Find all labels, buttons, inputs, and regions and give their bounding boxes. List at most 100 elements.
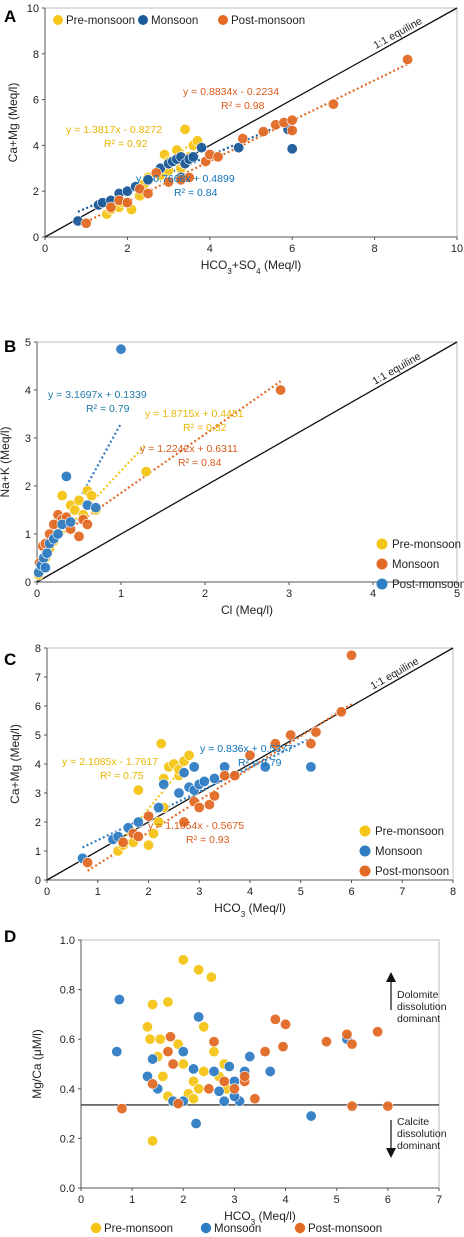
y-tick-label: 6 bbox=[35, 701, 41, 713]
data-point bbox=[285, 729, 297, 741]
x-tick-label: 2 bbox=[180, 1194, 186, 1206]
data-point bbox=[208, 772, 220, 784]
regression-equation: y = 0.8834x - 0.2234 bbox=[183, 86, 279, 98]
annotation-upper: Dolomite bbox=[397, 989, 439, 1001]
regression-equation: y = 0.7668x + 0.4899 bbox=[136, 173, 235, 185]
legend-marker bbox=[294, 1222, 306, 1234]
annotation-upper: dissolution bbox=[397, 1001, 447, 1013]
data-point bbox=[286, 125, 298, 137]
data-point bbox=[158, 778, 170, 790]
data-point bbox=[190, 1118, 202, 1130]
data-point bbox=[86, 490, 98, 502]
x-tick-label: 1 bbox=[95, 886, 101, 898]
data-point bbox=[310, 726, 322, 738]
y-tick-label: 1 bbox=[25, 529, 31, 541]
data-point bbox=[277, 1041, 289, 1053]
data-point bbox=[286, 143, 298, 155]
x-tick-label: 1 bbox=[129, 1194, 135, 1206]
x-tick-label: 4 bbox=[207, 243, 213, 255]
data-point bbox=[212, 151, 224, 163]
data-point bbox=[155, 738, 167, 750]
data-point bbox=[208, 1046, 220, 1058]
legend-marker bbox=[376, 538, 388, 550]
annotation-upper: dominant bbox=[397, 1013, 440, 1025]
y-axis-label: Na+K (Meq/l) bbox=[0, 426, 12, 497]
r-squared-label: R² = 0.92 bbox=[104, 138, 148, 150]
data-point bbox=[147, 1053, 159, 1065]
data-point bbox=[116, 1103, 128, 1115]
data-point bbox=[208, 790, 220, 802]
x-tick-label: 3 bbox=[286, 588, 292, 600]
data-point bbox=[193, 964, 205, 976]
x-tick-label: 0 bbox=[78, 1194, 84, 1206]
data-point bbox=[208, 1036, 220, 1048]
chart-panel-c: 0 1 2 3 4 5 6 7 8 0 1 2 3 4 5 6 7 8 HCO3 (Meq/l) Ca+Mg (Meq… bbox=[8, 643, 456, 919]
legend-label: Pre-monsoon bbox=[392, 539, 461, 551]
y-tick-label: 4 bbox=[35, 759, 41, 771]
panel-label-b: B bbox=[4, 337, 16, 356]
y-tick-label: 7 bbox=[35, 672, 41, 684]
data-point bbox=[132, 784, 144, 796]
data-point bbox=[257, 126, 269, 138]
equiline-label: 1:1 equiline bbox=[371, 15, 424, 52]
data-point bbox=[132, 816, 144, 828]
data-point bbox=[259, 761, 271, 773]
data-point bbox=[177, 1046, 189, 1058]
legend-label: Pre-monsoon bbox=[66, 15, 135, 27]
equiline-label: 1:1 equiline bbox=[370, 350, 423, 387]
data-point bbox=[305, 761, 317, 773]
y-tick-label: 10 bbox=[27, 3, 39, 15]
data-point bbox=[208, 1065, 220, 1077]
y-tick-label: 0 bbox=[33, 232, 39, 244]
data-point bbox=[162, 996, 174, 1008]
legend-label: Pre-monsoon bbox=[375, 826, 444, 838]
equiline bbox=[36, 341, 458, 583]
y-axis-label: Mg/Ca (μM/l) bbox=[30, 1029, 44, 1099]
x-tick-label: 0 bbox=[44, 886, 50, 898]
legend-label: Monsoon bbox=[392, 559, 439, 571]
data-point bbox=[382, 1100, 394, 1112]
legend-marker bbox=[53, 15, 63, 25]
y-tick-label: 5 bbox=[25, 337, 31, 349]
data-point bbox=[81, 518, 93, 530]
data-point bbox=[286, 114, 298, 126]
data-point bbox=[259, 1046, 271, 1058]
data-point bbox=[179, 123, 191, 135]
data-point bbox=[147, 1135, 159, 1147]
legend-marker bbox=[376, 578, 388, 590]
data-point bbox=[320, 1036, 332, 1048]
x-tick-label: 5 bbox=[334, 1194, 340, 1206]
data-point bbox=[193, 1083, 205, 1095]
x-axis-label: Cl (Meq/l) bbox=[221, 603, 273, 617]
data-point bbox=[142, 174, 154, 186]
data-point bbox=[41, 547, 53, 559]
data-point bbox=[239, 1070, 251, 1082]
data-point bbox=[205, 971, 217, 983]
r-squared-label: R² = 0.93 bbox=[186, 834, 230, 846]
y-tick-label: 6 bbox=[33, 95, 39, 107]
x-axis-label: HCO3 (Meq/l) bbox=[214, 901, 286, 919]
regression-equation: y = 3.1697x + 0.1339 bbox=[48, 389, 147, 401]
legend-label: Monsoon bbox=[151, 15, 198, 27]
regression-equation: y = 0.836x + 0.5377 bbox=[200, 743, 293, 755]
data-point bbox=[56, 490, 68, 502]
x-tick-label: 1 bbox=[118, 588, 124, 600]
x-tick-label: 0 bbox=[42, 243, 48, 255]
data-point bbox=[193, 801, 205, 813]
equiline-label: 1:1 equiline bbox=[368, 655, 421, 692]
data-point bbox=[140, 466, 152, 478]
data-point bbox=[167, 1058, 179, 1070]
y-axis-label: Ca+Mg (Meq/l) bbox=[8, 724, 22, 804]
data-point bbox=[121, 197, 133, 209]
data-point bbox=[183, 171, 195, 183]
y-tick-label: 2 bbox=[25, 481, 31, 493]
x-tick-label: 4 bbox=[247, 886, 253, 898]
data-point bbox=[141, 1021, 153, 1033]
data-point bbox=[111, 1046, 123, 1058]
x-tick-label: 2 bbox=[124, 243, 130, 255]
plot-frame bbox=[80, 939, 440, 1189]
data-point bbox=[172, 1098, 184, 1110]
data-point bbox=[198, 1065, 210, 1077]
data-point bbox=[132, 830, 144, 842]
